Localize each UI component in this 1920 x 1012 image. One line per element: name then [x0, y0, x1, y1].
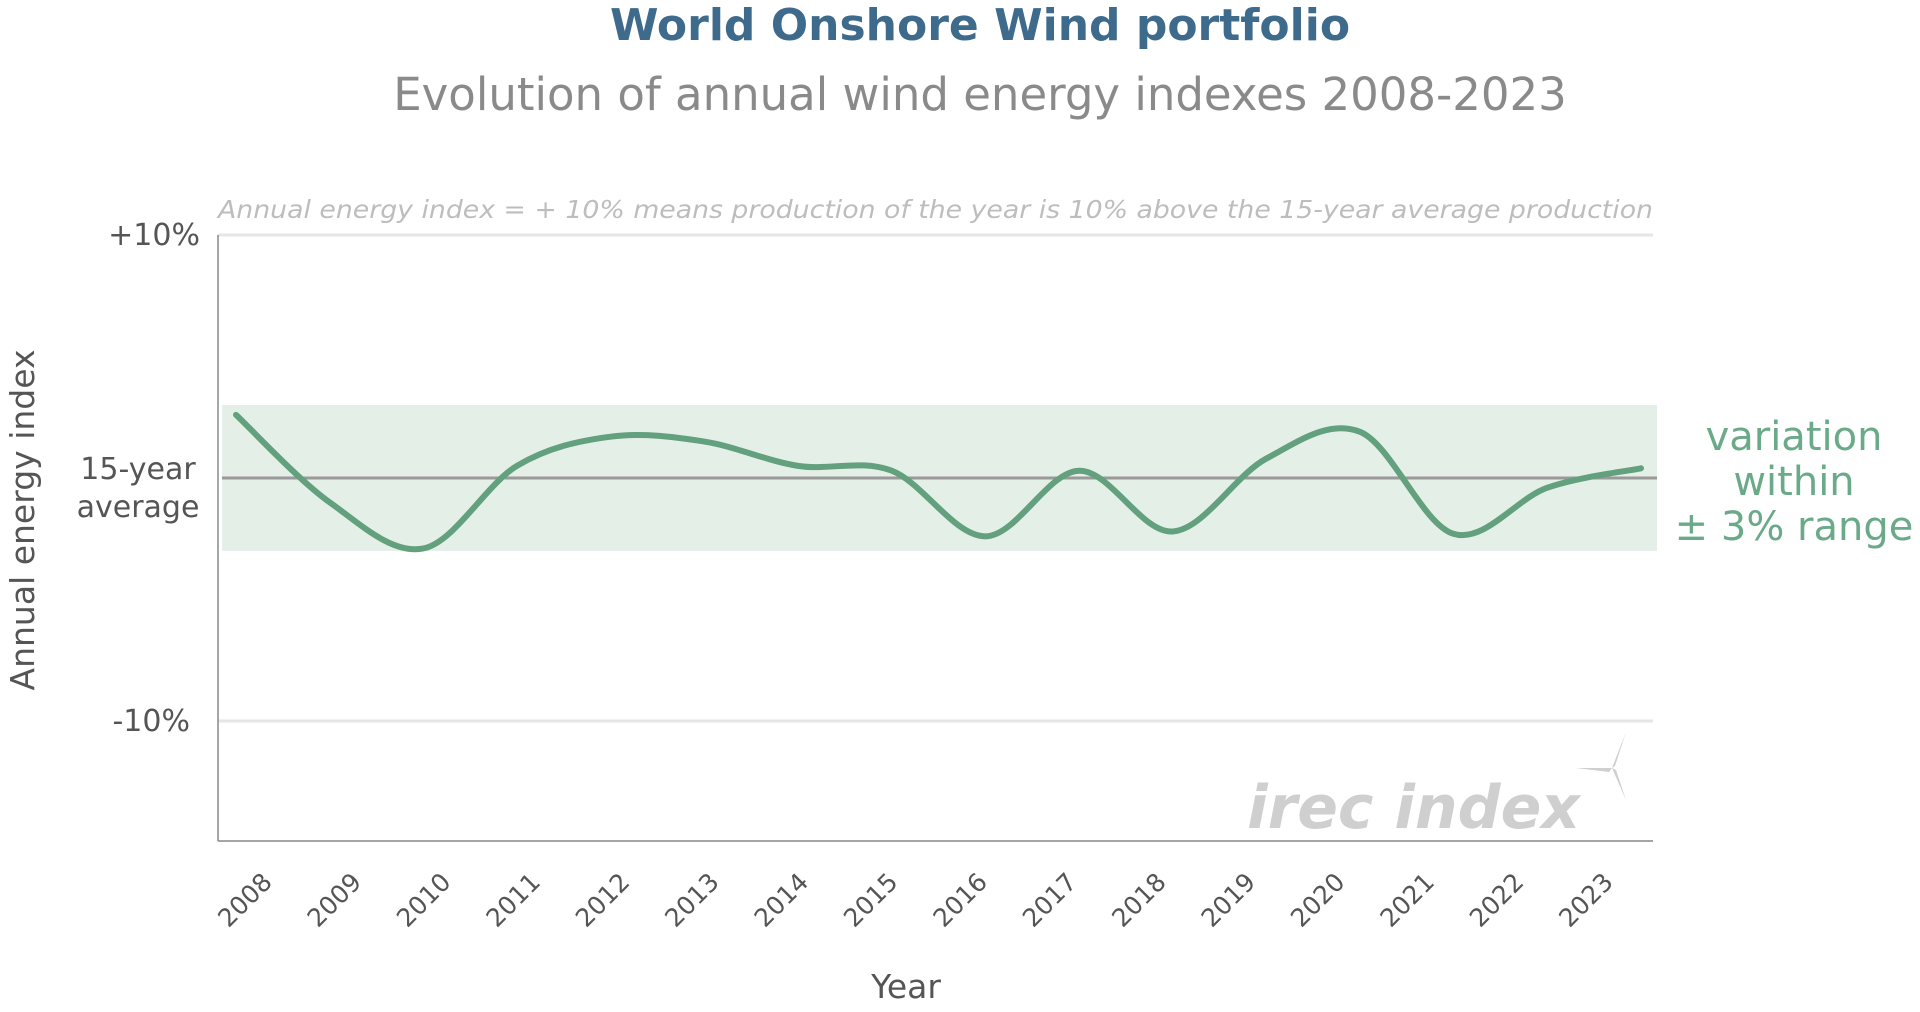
chart-title: World Onshore Wind portfolio	[610, 0, 1350, 51]
x-tick-label: 2013	[659, 867, 724, 932]
x-tick-label: 2019	[1196, 867, 1261, 932]
chart-subtitle: Evolution of annual wind energy indexes …	[393, 68, 1567, 121]
y-tick-label: -10%	[112, 704, 190, 739]
wind-turbine-icon	[1576, 732, 1626, 800]
range-label: within	[1733, 459, 1854, 505]
x-tick-label: 2010	[391, 867, 456, 932]
x-tick-label: 2014	[749, 867, 814, 932]
x-tick-label: 2020	[1285, 867, 1350, 932]
x-tick-label: 2018	[1106, 867, 1171, 932]
x-tick-label: 2011	[480, 867, 545, 932]
y-axis-title: Annual energy index	[3, 350, 42, 691]
range-label: ± 3% range	[1675, 504, 1914, 550]
y-tick-label: +10%	[108, 218, 200, 253]
x-tick-label: 2016	[927, 867, 992, 932]
watermark-logo: irec index	[1247, 773, 1582, 843]
x-tick-label: 2017	[1017, 867, 1082, 932]
x-tick-label: 2021	[1374, 867, 1439, 932]
x-tick-label: 2023	[1553, 867, 1618, 932]
average-label: average	[77, 490, 200, 525]
x-axis-title: Year	[870, 967, 941, 1006]
series-line	[233, 411, 1644, 553]
x-tick-label: 2015	[838, 867, 903, 932]
chart-note: Annual energy index = + 10% means produc…	[216, 195, 1653, 224]
x-tick-label: 2022	[1464, 867, 1529, 932]
x-tick-label: 2008	[212, 867, 277, 932]
range-label: variation	[1706, 414, 1883, 460]
average-label: 15-year	[80, 452, 196, 487]
x-tick-label: 2009	[302, 867, 367, 932]
x-tick-label: 2012	[570, 867, 635, 932]
